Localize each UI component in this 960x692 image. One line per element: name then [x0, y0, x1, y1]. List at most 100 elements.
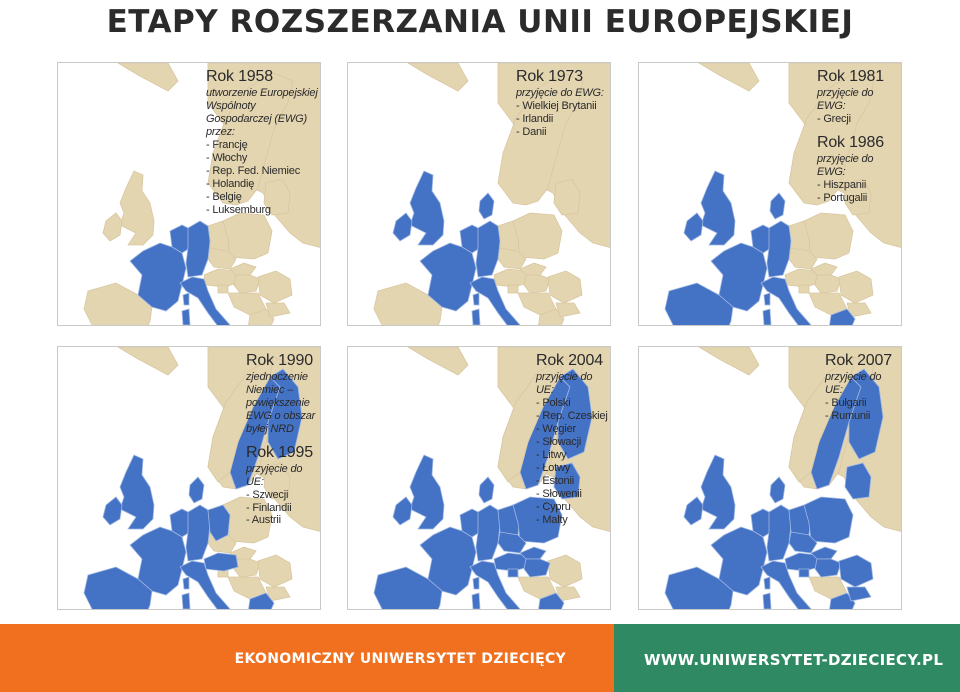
finland-region [267, 368, 303, 460]
europe-map [373, 63, 610, 325]
iberia-region [83, 282, 153, 325]
sardinia-region [181, 308, 191, 325]
poland-region [803, 212, 854, 260]
legend-country-item: - Cypru [536, 500, 571, 513]
sardinia-region [762, 592, 772, 609]
greece-region [248, 592, 275, 609]
germany-region [185, 220, 211, 278]
iberia-region [664, 566, 734, 609]
iberia-region [373, 282, 443, 325]
hungary-region [814, 274, 842, 294]
legend-year: Rok 1958 [206, 68, 273, 85]
finland-region [848, 368, 884, 460]
romania-region [547, 554, 583, 588]
germany-region [766, 220, 792, 278]
sardinia-region [471, 592, 481, 609]
finland-region [557, 368, 593, 460]
legend-country-item: - Słowacji [536, 435, 582, 448]
italy-region [760, 276, 812, 325]
denmark-region [478, 476, 495, 504]
legend-country-item: - Finlandii [246, 501, 292, 514]
map-panel: Rok 2004 przyjęcie do UE: - Polski - Rep. C… [347, 346, 611, 610]
legend-country-item: - Włochy [206, 151, 248, 164]
legend-year: Rok 1995 [246, 443, 313, 461]
ireland-region [392, 212, 413, 242]
norway-region [497, 356, 564, 483]
legend-country-item: - Grecji [817, 112, 851, 125]
corsica-region [472, 576, 480, 590]
bulgaria-region [555, 302, 581, 318]
legend-country-item: - Estonii [536, 474, 574, 487]
sardinia-region [471, 308, 481, 325]
denmark-region [188, 476, 205, 504]
iberia-region [373, 566, 443, 609]
norway-region [788, 356, 855, 483]
baltics-region [844, 178, 872, 216]
iberia-region [83, 566, 153, 609]
legend-country-item: - Polski [536, 396, 571, 409]
legend-country-item: - Francję [206, 138, 248, 151]
france-region [419, 526, 477, 596]
legend-description: przyjęcie do UE: [246, 462, 303, 488]
france-region [129, 242, 187, 312]
balkans-region [517, 292, 557, 316]
uk-region [409, 170, 445, 246]
legend-description: przyjęcie do UE: [825, 370, 882, 396]
legend-country-item: - Belgię [206, 190, 242, 203]
slovenia-region [798, 284, 810, 294]
legend-country-item: - Luksemburg [206, 203, 271, 216]
hungary-region [814, 558, 842, 578]
france-region [129, 526, 187, 596]
footer-website-link[interactable]: WWW.UNIWERSYTET-DZIECIECY.PL [644, 651, 944, 669]
germany-region [185, 504, 211, 562]
map-legend: Rok 1973 przyjęcie do EWG: - Wielkiej Bryt… [516, 66, 608, 139]
legend-country-item: - Bułgarii [825, 396, 867, 409]
balkans-region [227, 292, 267, 316]
poland-region [222, 212, 273, 260]
legend-country-item: - Rep. Czeskiej [536, 409, 608, 422]
map-panel: Rok 2007 przyjęcie do UE: - Bułgarii - Rumu… [638, 346, 902, 610]
slovakia-region [519, 262, 547, 276]
ireland-region [102, 496, 123, 526]
austria-region [203, 552, 239, 572]
hungary-region [233, 558, 261, 578]
legend-country-item: - Danii [516, 125, 547, 138]
romania-region [838, 554, 874, 588]
uk-region [700, 454, 736, 530]
europe-map [664, 347, 901, 609]
france-region [710, 526, 768, 596]
legend-year: Rok 2004 [536, 352, 603, 369]
footer-organization: EKONOMICZNY UNIWERSYTET DZIECIĘCY [234, 651, 566, 667]
bulgaria-region [846, 586, 872, 602]
corsica-region [763, 292, 771, 306]
map-panel: Rok 1973 przyjęcie do EWG: - Wielkiej Bryt… [347, 62, 611, 326]
scandinavia-region [788, 72, 875, 206]
germany-region [475, 504, 501, 562]
corsica-region [763, 576, 771, 590]
legend-year: Rok 1981 [817, 68, 884, 85]
france-region [710, 242, 768, 312]
bulgaria-region [265, 302, 291, 318]
legend-country-item: - Austrii [246, 514, 281, 527]
denmark-region [478, 192, 495, 220]
corsica-region [182, 576, 190, 590]
slovakia-region [810, 546, 838, 560]
denmark-region [769, 192, 786, 220]
slovakia-region [810, 262, 838, 276]
slovenia-region [217, 284, 229, 294]
map-legend: Rok 2004 przyjęcie do UE: - Polski - Rep. C… [536, 350, 608, 527]
legend-country-item: - Portugalii [817, 191, 868, 204]
map-panel: Rok 1981 przyjęcie do EWG: - Grecji Rok 198… [638, 62, 902, 326]
germany-region [766, 504, 792, 562]
corsica-region [182, 292, 190, 306]
uk-region [119, 170, 155, 246]
legend-year: Rok 2007 [825, 352, 892, 369]
legend-description: przyjęcie do EWG: [516, 86, 604, 99]
romania-region [257, 270, 293, 304]
footer-right-bar: WWW.UNIWERSYTET-DZIECIECY.PL [614, 624, 960, 692]
gdr-region [207, 504, 231, 542]
romania-region [547, 270, 583, 304]
slovenia-region [798, 568, 810, 578]
poland-region [512, 212, 563, 260]
ireland-region [683, 212, 704, 242]
